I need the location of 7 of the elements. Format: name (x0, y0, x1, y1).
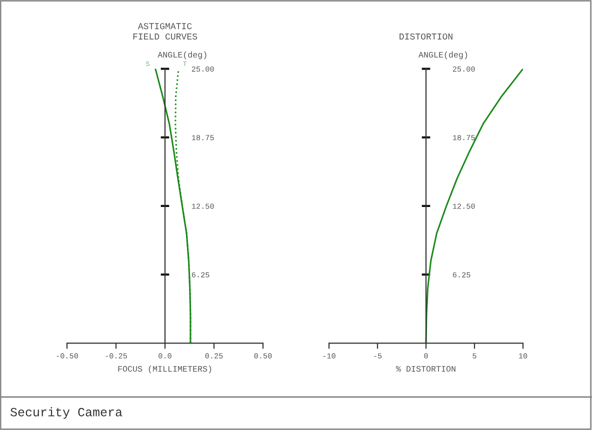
text: Security Camera (10, 407, 122, 419)
chart-title: DISTORTION (400, 33, 452, 40)
y-axis-title: ANGLE(deg) (418, 51, 468, 60)
x-axis-title: FOCUS (MILLIMETERS) (118, 366, 212, 374)
y-axis-title: ANGLE(deg) (158, 51, 206, 60)
chart-title: ASTIGMATIC FIELD CURVES (133, 23, 198, 40)
x-axis-title: % DISTORTION (396, 366, 456, 372)
